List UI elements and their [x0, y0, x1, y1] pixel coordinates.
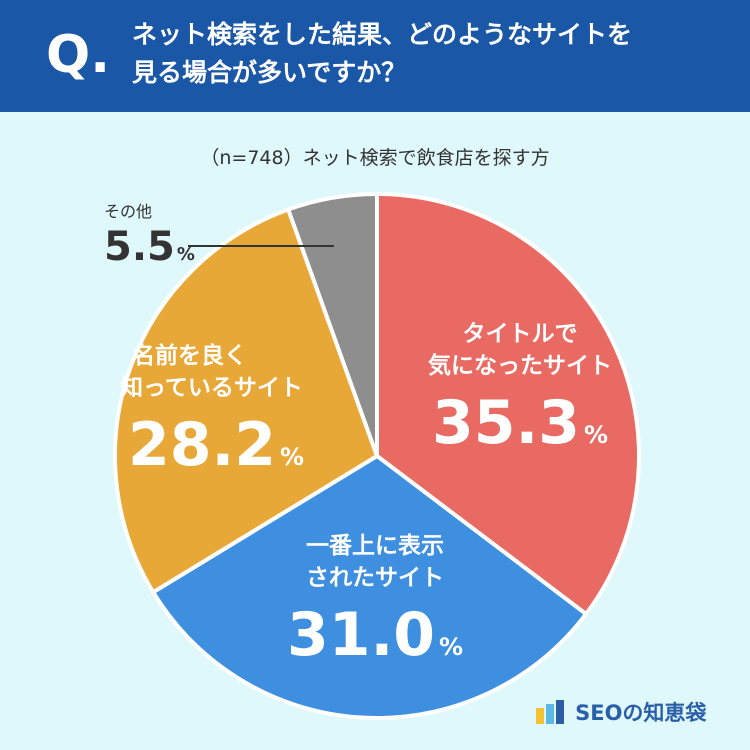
pie-slice-other — [286, 192, 379, 458]
slice-label-title-attractive: タイトルで 気になったサイト 35.3% — [420, 318, 620, 470]
brand-logo: SEOの知恵袋 — [536, 697, 706, 727]
pie-slice-top-ranked — [151, 454, 589, 720]
logo-text: SEOの知恵袋 — [575, 701, 707, 725]
slice-label-line1: タイトルで — [462, 321, 578, 347]
q-mark: Q. — [46, 25, 110, 85]
slice-label-other: その他 5.5% — [104, 200, 195, 278]
question-header: Q. ネット検索をした結果、どのようなサイトを 見る場合が多いですか？ — [0, 0, 750, 112]
slice-percent-value: 35.3 — [431, 388, 580, 458]
slice-label-line2: されたサイト — [306, 565, 444, 591]
logo-bars-icon — [536, 700, 566, 724]
percent-unit: % — [280, 443, 305, 471]
pie-slice-well-known — [113, 207, 379, 595]
slice-percent: 31.0% — [270, 600, 480, 682]
slice-percent-value: 5.5 — [104, 224, 175, 270]
slice-label-line2: 気になったサイト — [428, 353, 612, 379]
pie-slice-title-attractive — [375, 192, 641, 616]
question-text: ネット検索をした結果、どのようなサイトを 見る場合が多いですか？ — [132, 16, 732, 92]
question-line-1: ネット検索をした結果、どのようなサイトを — [132, 20, 633, 49]
percent-unit: % — [584, 421, 609, 449]
slice-percent-value: 31.0 — [286, 600, 435, 670]
slice-percent: 5.5% — [104, 224, 195, 278]
percent-unit: % — [176, 244, 195, 265]
slice-label-line2: 知っているサイト — [120, 375, 303, 401]
slice-label-line1: 名前を良く — [132, 343, 247, 369]
slice-percent: 35.3% — [420, 388, 620, 470]
slice-percent: 28.2% — [120, 410, 360, 492]
slice-label-top-ranked: 一番上に表示 されたサイト 31.0% — [270, 530, 480, 682]
slice-label-line1: 一番上に表示 — [306, 533, 444, 559]
percent-unit: % — [439, 633, 464, 661]
slice-percent-value: 28.2 — [128, 410, 277, 480]
question-line-2: 見る場合が多いですか？ — [132, 58, 407, 87]
chart-subtitle: （n=748）ネット検索で飲食店を探す方 — [200, 147, 550, 169]
slice-label-well-known: 名前を良く 知っているサイト 28.2% — [120, 340, 360, 492]
slice-label-line1: その他 — [104, 202, 153, 221]
